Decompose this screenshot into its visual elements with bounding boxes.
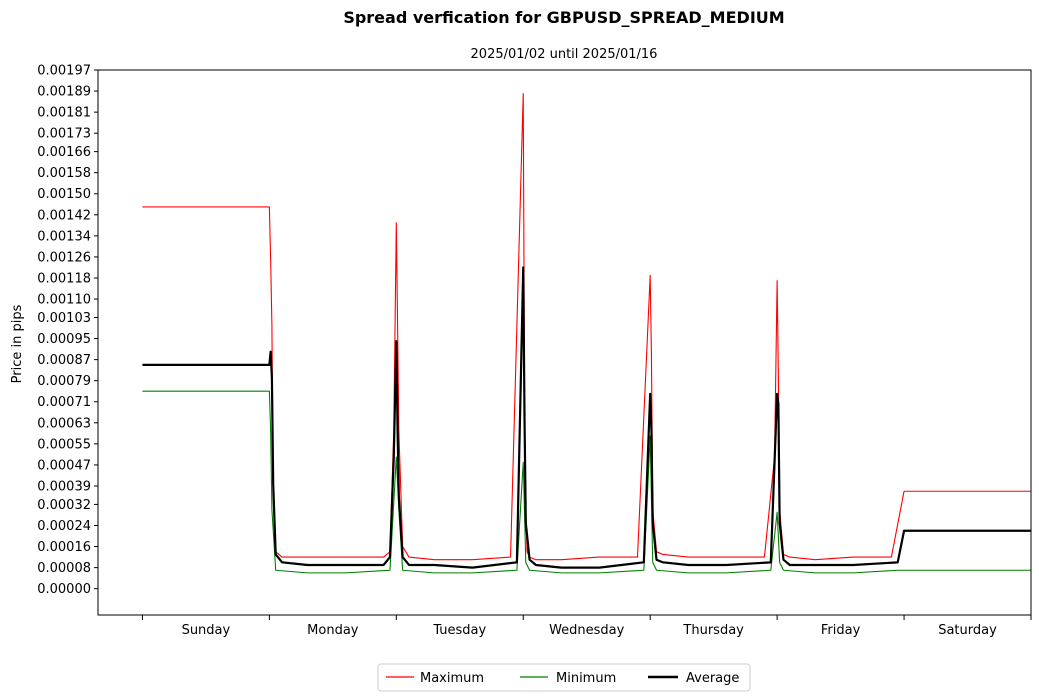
legend-box bbox=[377, 663, 751, 692]
y-tick-label: 0.00197 bbox=[37, 64, 91, 79]
y-tick-label: 0.00039 bbox=[37, 479, 91, 494]
legend-label-average: Average bbox=[686, 671, 739, 686]
y-ticks: 0.00000 0.00008 0.00016 0.00024 0.00032 0.000… bbox=[37, 64, 98, 597]
y-tick-label: 0.00079 bbox=[37, 374, 91, 389]
series-line-average bbox=[142, 266, 1031, 569]
x-ticks: Sunday Monday Tuesday Wednesday Thursday Frid… bbox=[141, 615, 1032, 638]
series-layer bbox=[142, 93, 1031, 574]
legend-label-maximum: Maximum bbox=[420, 671, 484, 686]
y-tick-label: 0.00142 bbox=[37, 208, 91, 223]
y-tick-label: 0.00134 bbox=[37, 229, 91, 244]
y-tick-label: 0.00087 bbox=[37, 353, 91, 368]
y-tick-label: 0.00008 bbox=[37, 561, 91, 576]
chart-subtitle: 2025/01/02 until 2025/01/16 bbox=[471, 47, 658, 62]
y-tick-label: 0.00063 bbox=[37, 416, 91, 431]
x-tick-label-monday: Monday bbox=[307, 623, 359, 638]
y-tick-label: 0.00071 bbox=[37, 395, 91, 410]
x-tick-label-wednesday: Wednesday bbox=[549, 623, 625, 638]
y-axis-label: Price in pips bbox=[10, 304, 25, 383]
y-tick-label: 0.00173 bbox=[37, 127, 91, 142]
x-tick-label-sunday: Sunday bbox=[182, 623, 231, 638]
legend-label-minimum: Minimum bbox=[556, 671, 616, 686]
y-tick-label: 0.00150 bbox=[37, 187, 91, 202]
y-tick-label: 0.00118 bbox=[37, 271, 91, 286]
y-tick-label: 0.00110 bbox=[37, 293, 91, 308]
y-tick-label: 0.00103 bbox=[37, 311, 91, 326]
y-tick-label: 0.00055 bbox=[37, 437, 91, 452]
x-tick-label-thursday: Thursday bbox=[682, 623, 744, 638]
y-tick-label: 0.00016 bbox=[37, 540, 91, 555]
y-tick-label: 0.00000 bbox=[37, 582, 91, 597]
plot-frame bbox=[97, 69, 1032, 616]
x-tick-label-saturday: Saturday bbox=[938, 623, 997, 638]
x-tick-label-tuesday: Tuesday bbox=[432, 623, 486, 638]
y-tick-label: 0.00032 bbox=[37, 498, 91, 513]
y-tick-label: 0.00181 bbox=[37, 106, 91, 121]
y-tick-label: 0.00189 bbox=[37, 85, 91, 100]
y-tick-label: 0.00158 bbox=[37, 166, 91, 181]
series-line-maximum bbox=[142, 93, 1031, 561]
y-tick-label: 0.00024 bbox=[37, 519, 91, 534]
series-line-minimum bbox=[142, 390, 1031, 574]
y-tick-label: 0.00047 bbox=[37, 458, 91, 473]
y-tick-label: 0.00166 bbox=[37, 145, 91, 160]
legend: Maximum Minimum Average bbox=[377, 663, 751, 692]
x-tick-label-friday: Friday bbox=[821, 623, 861, 638]
chart-title: Spread verfication for GBPUSD_SPREAD_MED… bbox=[343, 8, 784, 27]
y-tick-label: 0.00095 bbox=[37, 332, 91, 347]
y-tick-label: 0.00126 bbox=[37, 250, 91, 265]
